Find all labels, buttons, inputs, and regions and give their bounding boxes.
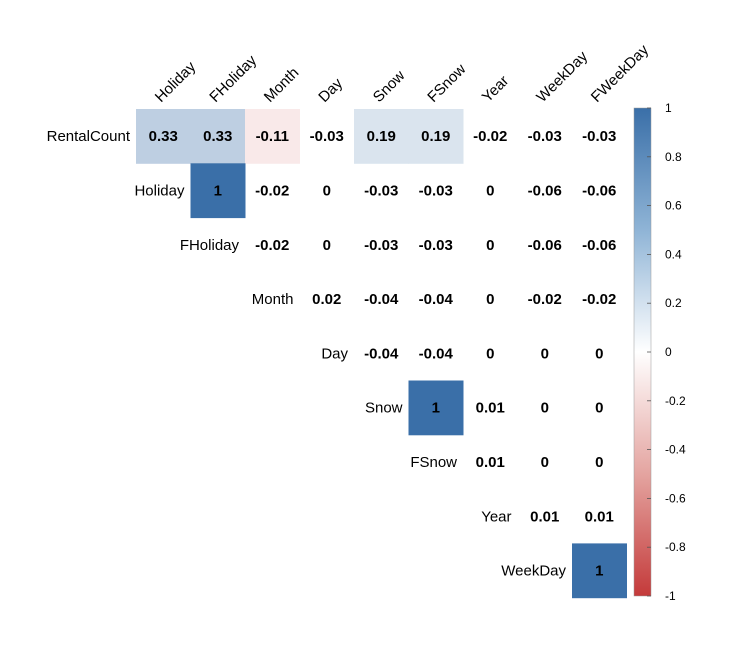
colorbar-tick-label-4: 0.2 — [665, 296, 682, 310]
row-labels: RentalCount Holiday FHoliday Month Day Snow FS… — [47, 128, 567, 579]
column-label-month: Month — [261, 64, 303, 106]
cell-value-2-4: -0.03 — [364, 237, 398, 254]
cell-value-4-7: 0 — [541, 345, 549, 362]
cell-value-0-1: 0.33 — [203, 128, 232, 145]
cell-value-1-8: -0.06 — [582, 182, 616, 199]
cell-value-1-6: 0 — [486, 182, 494, 199]
cell-value-2-3: 0 — [323, 237, 331, 254]
row-label-day: Day — [321, 345, 348, 362]
cell-value-4-4: -0.04 — [364, 345, 399, 362]
heatmap-cell-1-1 — [190, 163, 246, 219]
cell-value-6-6: 0.01 — [476, 454, 505, 471]
colorbar-tick-label-6: -0.2 — [665, 394, 686, 408]
row-label-snow: Snow — [365, 400, 403, 417]
cell-value-1-4: -0.03 — [364, 182, 398, 199]
column-labels: Holiday FHoliday Month Day Snow FSnow Year Week… — [152, 41, 653, 106]
cell-value-1-7: -0.06 — [528, 182, 562, 199]
cell-value-0-6: -0.02 — [473, 128, 507, 145]
row-label-year: Year — [481, 508, 511, 525]
row-label-weekday: WeekDay — [501, 563, 566, 580]
cell-value-3-3: 0.02 — [312, 291, 341, 308]
cell-value-3-7: -0.02 — [528, 291, 562, 308]
heatmap-cell-5-5 — [408, 380, 464, 436]
row-label-fsnow: FSnow — [410, 454, 457, 471]
column-label-fholiday: FHoliday — [206, 52, 260, 106]
cell-value-3-5: -0.04 — [419, 291, 454, 308]
row-label-rentalcount: RentalCount — [47, 128, 131, 145]
cell-value-4-8: 0 — [595, 345, 603, 362]
cell-value-1-5: -0.03 — [419, 182, 453, 199]
cell-value-2-6: 0 — [486, 237, 494, 254]
cell-value-2-8: -0.06 — [582, 237, 616, 254]
colorbar-tick-label-3: 0.4 — [665, 247, 682, 261]
heatmap-cell-0-0 — [136, 109, 191, 164]
colorbar-tick-label-1: 0.8 — [665, 150, 682, 164]
cell-value-0-5: 0.19 — [421, 128, 450, 145]
cell-value-3-8: -0.02 — [582, 291, 616, 308]
heatmap-cells — [136, 109, 627, 599]
cell-value-3-4: -0.04 — [364, 291, 399, 308]
heatmap-cell-8-8 — [572, 543, 627, 599]
colorbar-tick-label-7: -0.4 — [665, 443, 686, 457]
heatmap-cell-0-1 — [190, 109, 246, 164]
cell-value-0-7: -0.03 — [528, 128, 562, 145]
cell-value-0-3: -0.03 — [310, 128, 344, 145]
cell-value-6-7: 0 — [541, 454, 549, 471]
cell-value-1-1: 1 — [214, 182, 222, 199]
heatmap-cell-labels: 0.33 0.33 -0.11 -0.03 0.19 0.19 -0.02 -0.03 -0.0… — [149, 128, 617, 579]
cell-value-7-7: 0.01 — [530, 508, 559, 525]
colorbar-tick-label-8: -0.6 — [665, 491, 686, 505]
heatmap-cell-0-4 — [354, 109, 409, 164]
cell-value-4-6: 0 — [486, 345, 494, 362]
colorbar-tick-label-0: 1 — [665, 101, 672, 115]
heatmap-cell-0-2 — [245, 109, 300, 164]
cell-value-0-8: -0.03 — [582, 128, 616, 145]
cell-value-2-7: -0.06 — [528, 237, 562, 254]
column-label-weekday: WeekDay — [533, 48, 591, 106]
row-label-holiday: Holiday — [134, 182, 185, 199]
cell-value-5-7: 0 — [541, 400, 549, 417]
cell-value-6-8: 0 — [595, 454, 603, 471]
column-label-fsnow: FSnow — [424, 61, 469, 106]
colorbar-tick-label-9: -0.8 — [665, 540, 686, 554]
colorbar-tick-label-5: 0 — [665, 345, 672, 359]
cell-value-8-8: 1 — [595, 563, 603, 580]
column-label-fweekday: FWeekDay — [588, 41, 653, 106]
colorbar-ticks: 1 0.8 0.6 0.4 0.2 0 -0.2 -0.4 -0.6 -0.8 -1 — [647, 101, 686, 603]
cell-value-5-6: 0.01 — [476, 400, 505, 417]
colorbar-tick-label-10: -1 — [665, 589, 676, 603]
row-label-month: Month — [252, 291, 294, 308]
heatmap-cell-0-5 — [408, 109, 464, 164]
column-label-holiday: Holiday — [152, 58, 200, 106]
column-label-year: Year — [479, 72, 512, 105]
cell-value-5-8: 0 — [595, 400, 603, 417]
cell-value-1-3: 0 — [323, 182, 331, 199]
cell-value-2-2: -0.02 — [255, 237, 289, 254]
cell-value-0-4: 0.19 — [367, 128, 396, 145]
cell-value-2-5: -0.03 — [419, 237, 453, 254]
cell-value-5-5: 1 — [432, 400, 440, 417]
cell-value-7-8: 0.01 — [585, 508, 614, 525]
colorbar-tick-label-2: 0.6 — [665, 199, 682, 213]
cell-value-1-2: -0.02 — [255, 182, 289, 199]
cell-value-0-2: -0.11 — [256, 128, 289, 145]
cell-value-4-5: -0.04 — [419, 345, 454, 362]
column-label-day: Day — [315, 75, 346, 106]
cell-value-3-6: 0 — [486, 291, 494, 308]
cell-value-0-0: 0.33 — [149, 128, 178, 145]
column-label-snow: Snow — [370, 67, 409, 106]
row-label-fholiday: FHoliday — [180, 237, 240, 254]
